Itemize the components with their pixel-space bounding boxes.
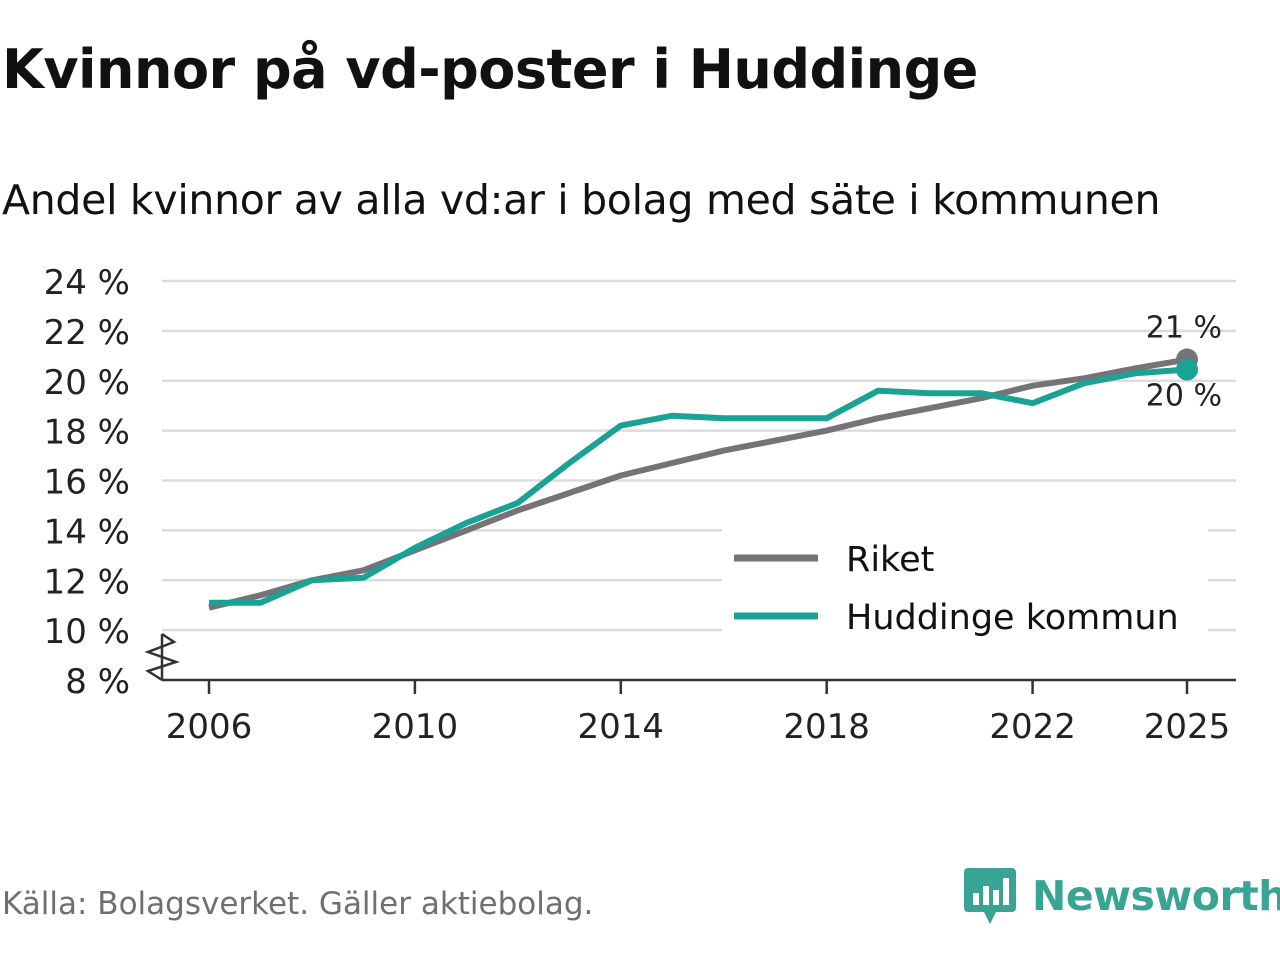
end-value-label: 21 % — [1146, 311, 1222, 346]
y-tick-label: 18 % — [44, 413, 130, 453]
source-note: Källa: Bolagsverket. Gäller aktiebolag. — [2, 886, 594, 922]
y-tick-label: 24 % — [44, 263, 130, 303]
series-line-riket — [208, 356, 1188, 611]
y-tick-label: 22 % — [44, 313, 130, 353]
y-tick-label: 10 % — [44, 612, 130, 652]
x-tick-label: 2025 — [1144, 707, 1231, 747]
end-value-label: 20 % — [1146, 379, 1222, 414]
x-tick-label: 2014 — [578, 707, 665, 747]
chart-subtitle: Andel kvinnor av alla vd:ar i bolag med … — [2, 176, 1161, 224]
x-tick-label: 2010 — [372, 707, 459, 747]
brand-name: Newsworthy — [1032, 872, 1280, 920]
y-tick-label: 14 % — [44, 512, 130, 552]
end-point-huddinge — [1176, 358, 1198, 381]
line-chart: 8 % 10 % 12 % 14 % 16 % 18 % 20 % 22 % 24 % 2006 2… — [44, 263, 1236, 747]
series-line-huddinge — [209, 366, 1188, 606]
y-tick-label: 12 % — [44, 562, 130, 602]
x-tick-label: 2006 — [166, 707, 253, 747]
legend-label: Huddinge kommun — [846, 598, 1179, 638]
legend-label: Riket — [846, 540, 934, 580]
y-tick-label: 20 % — [44, 363, 130, 403]
newsworthy-logo: Newsworthy — [964, 864, 1280, 928]
newsworthy-logo-icon — [964, 868, 1016, 924]
y-tick-label: 16 % — [44, 463, 130, 503]
axis-break-icon — [144, 632, 180, 682]
y-tick-label: 8 % — [65, 662, 130, 702]
x-tick-label: 2022 — [989, 707, 1076, 747]
x-tick-label: 2018 — [783, 707, 870, 747]
chart-title: Kvinnor på vd-poster i Huddinge — [2, 38, 978, 101]
